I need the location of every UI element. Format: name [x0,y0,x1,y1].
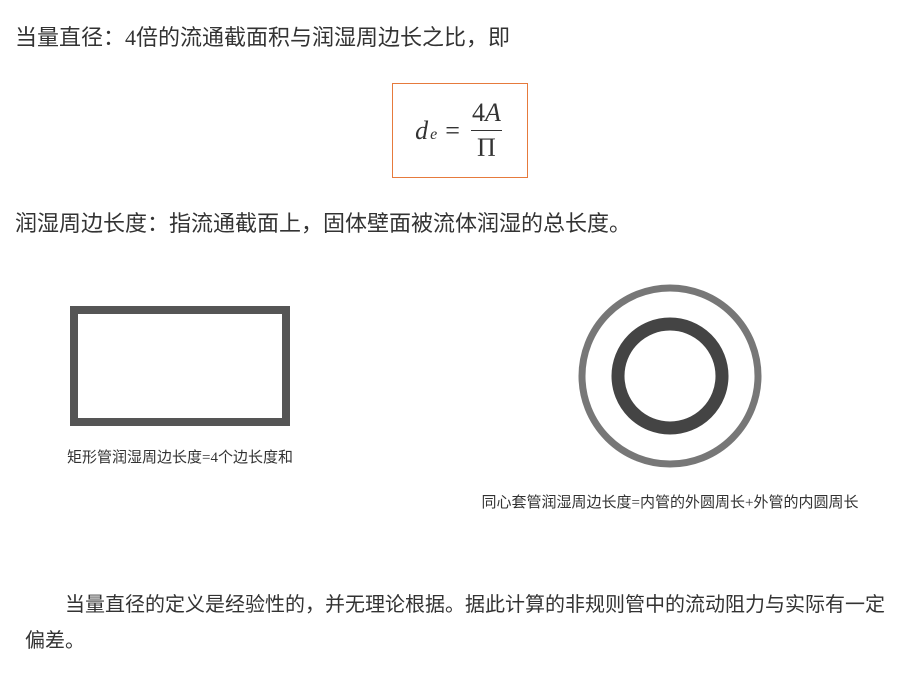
formula-container: d e = 4A Π [15,83,905,178]
formula-fraction: 4A Π [468,98,505,163]
circle-caption: 同心套管润湿周边长度=内管的外圆周长+外管的内圆周长 [482,491,859,512]
formula-subscript-e: e [430,126,437,144]
rect-diagram-column: 矩形管润湿周边长度=4个边长度和 [20,281,340,467]
formula-num-4: 4 [472,98,485,127]
rect-caption: 矩形管润湿周边长度=4个边长度和 [67,446,293,467]
formula-numerator: 4A [468,98,505,130]
formula-d: d [415,116,428,146]
wetted-perimeter-heading: 润湿周边长度：指流通截面上，固体壁面被流体润湿的总长度。 [15,206,905,241]
rectangle-shape [70,306,290,426]
definition-heading: 当量直径：4倍的流通截面积与润湿周边长之比，即 [15,20,905,55]
inner-circle [618,324,722,428]
concentric-circles [575,281,765,471]
formula-lhs: d e [415,116,437,146]
formula-num-A: A [485,98,501,127]
formula-box: d e = 4A Π [392,83,528,178]
formula-equals: = [445,116,460,146]
diagram-row: 矩形管润湿周边长度=4个边长度和 同心套管润湿周边长度=内管的外圆周长+外管的内… [15,281,905,512]
circle-diagram-column: 同心套管润湿周边长度=内管的外圆周长+外管的内圆周长 [440,281,900,512]
circles-svg [575,281,765,471]
formula-denominator: Π [471,130,502,163]
footer-note: 当量直径的定义是经验性的，并无理论根据。据此计算的非规则管中的流动阻力与实际有一… [15,587,905,659]
outer-circle [582,288,758,464]
